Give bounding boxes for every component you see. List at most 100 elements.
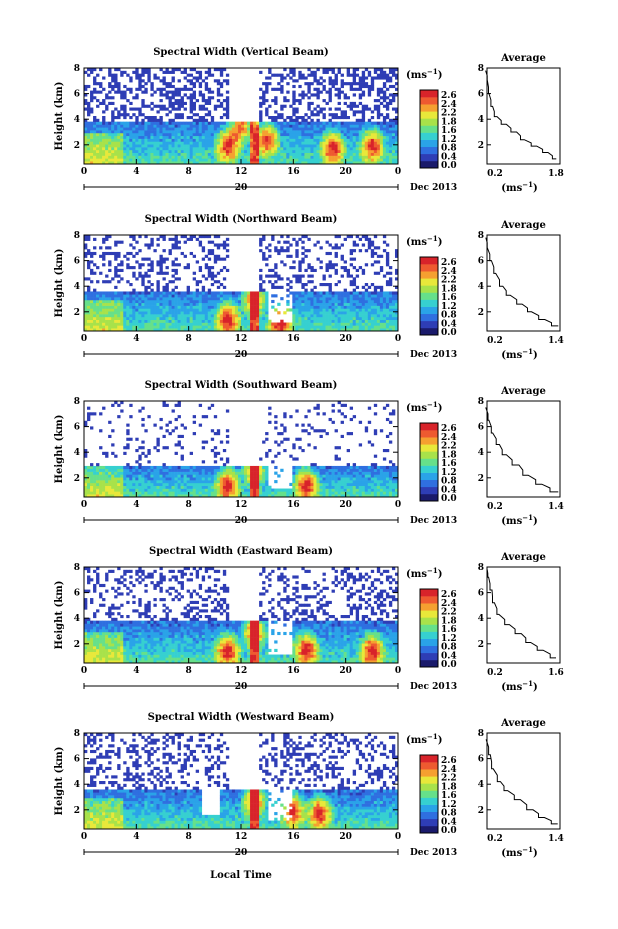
heatmap-cell bbox=[204, 161, 209, 165]
heatmap-cell bbox=[93, 316, 97, 321]
heatmap-cell bbox=[135, 116, 139, 120]
heatmap-cell bbox=[195, 144, 200, 148]
heatmap-cell bbox=[385, 308, 390, 312]
heatmap-cell bbox=[334, 79, 338, 83]
heatmap-cell bbox=[331, 246, 335, 250]
heatmap-cell bbox=[183, 147, 187, 151]
heatmap-cell bbox=[165, 403, 169, 407]
heatmap-cell bbox=[343, 93, 347, 97]
heatmap-cell bbox=[379, 268, 384, 273]
heatmap-cell bbox=[174, 468, 178, 472]
heatmap-cell bbox=[277, 135, 281, 139]
heatmap-cell bbox=[271, 124, 275, 128]
heatmap-cell bbox=[120, 474, 124, 478]
heatmap-cell bbox=[168, 158, 172, 162]
heatmap-cell bbox=[346, 268, 350, 273]
heatmap-cell bbox=[165, 90, 169, 94]
heatmap-cell bbox=[114, 268, 118, 273]
heatmap-cell bbox=[96, 99, 100, 103]
heatmap-cell bbox=[343, 316, 347, 321]
heatmap-cell bbox=[316, 96, 320, 100]
panel-title: Spectral Width (Southward Beam) bbox=[145, 380, 338, 391]
heatmap-cell bbox=[388, 124, 393, 128]
heatmap-cell bbox=[298, 299, 302, 304]
heatmap-cell bbox=[105, 246, 109, 250]
heatmap-cell bbox=[385, 325, 390, 329]
heatmap-cell bbox=[129, 485, 133, 489]
heatmap-cell bbox=[304, 308, 308, 312]
heatmap-cell bbox=[111, 299, 115, 304]
heatmap-cell bbox=[141, 70, 145, 74]
heatmap-cell bbox=[168, 135, 172, 139]
heatmap-cell bbox=[87, 308, 91, 312]
heatmap-cell bbox=[355, 124, 360, 128]
heatmap-cell bbox=[129, 299, 133, 304]
heatmap-cell bbox=[210, 138, 215, 142]
heatmap-cell bbox=[376, 124, 381, 128]
heatmap-cell bbox=[96, 485, 100, 489]
heatmap-cell bbox=[165, 93, 169, 97]
colorbar-swatch bbox=[420, 313, 438, 322]
heatmap-cell bbox=[328, 285, 332, 289]
heatmap-cell bbox=[286, 149, 290, 154]
heatmap-cell bbox=[222, 161, 227, 165]
heatmap-cell bbox=[337, 121, 341, 125]
heatmap-cell bbox=[304, 149, 308, 154]
heatmap-cell bbox=[192, 254, 197, 258]
heatmap-cell bbox=[385, 158, 390, 162]
heatmap-cell bbox=[298, 291, 302, 295]
heatmap-cell bbox=[337, 311, 341, 315]
heatmap-cell bbox=[174, 494, 178, 498]
heatmap-cell bbox=[322, 311, 326, 315]
heatmap-cell bbox=[108, 294, 112, 298]
heatmap-cell bbox=[168, 110, 172, 114]
heatmap-cell bbox=[331, 325, 335, 329]
heatmap-cell bbox=[204, 485, 209, 489]
heatmap-cell bbox=[144, 328, 148, 332]
heatmap-cell bbox=[168, 130, 172, 134]
heatmap-cell bbox=[153, 73, 157, 77]
heatmap-cell bbox=[337, 246, 341, 250]
heatmap-cell bbox=[147, 141, 151, 145]
heatmap-cell bbox=[234, 144, 239, 148]
heatmap-cell bbox=[316, 319, 320, 323]
heatmap-cell bbox=[156, 130, 160, 134]
heatmap-cell bbox=[195, 141, 200, 145]
heatmap-cell bbox=[198, 144, 203, 148]
heatmap-cell bbox=[171, 243, 175, 247]
heatmap-cell bbox=[259, 132, 263, 137]
heatmap-cell bbox=[126, 280, 130, 284]
colorbar-tick-label: 2.6 bbox=[441, 91, 457, 101]
heatmap-cell bbox=[195, 260, 200, 264]
heatmap-cell bbox=[304, 297, 308, 301]
heatmap-cell bbox=[334, 161, 338, 165]
heatmap-cell bbox=[234, 124, 239, 128]
heatmap-cell bbox=[198, 494, 203, 498]
heatmap-cell bbox=[376, 260, 381, 264]
heatmap-cell bbox=[147, 158, 151, 162]
heatmap-cell bbox=[388, 138, 393, 142]
heatmap-cell bbox=[325, 266, 329, 270]
heatmap-cell bbox=[373, 135, 378, 139]
heatmap-cell bbox=[87, 328, 91, 332]
heatmap-cell bbox=[325, 311, 329, 315]
heatmap-cell bbox=[370, 82, 375, 86]
heatmap-cell bbox=[340, 121, 344, 125]
heatmap-cell bbox=[370, 147, 375, 151]
heatmap-cell bbox=[99, 254, 103, 258]
heatmap-cell bbox=[99, 246, 103, 250]
heatmap-cell bbox=[331, 291, 335, 295]
heatmap-cell bbox=[96, 130, 100, 134]
heatmap-cell bbox=[126, 266, 130, 270]
heatmap-cell bbox=[292, 68, 296, 72]
heatmap-cell bbox=[117, 494, 121, 498]
heatmap-cell bbox=[147, 70, 151, 74]
heatmap-cell bbox=[277, 87, 281, 91]
heatmap-cell bbox=[394, 87, 399, 91]
heatmap-cell bbox=[385, 280, 390, 284]
heatmap-cell bbox=[262, 325, 266, 329]
heatmap-cell bbox=[310, 144, 314, 148]
heatmap-cell bbox=[153, 465, 157, 470]
heatmap-cell bbox=[219, 283, 224, 287]
heatmap-cell bbox=[334, 235, 338, 239]
